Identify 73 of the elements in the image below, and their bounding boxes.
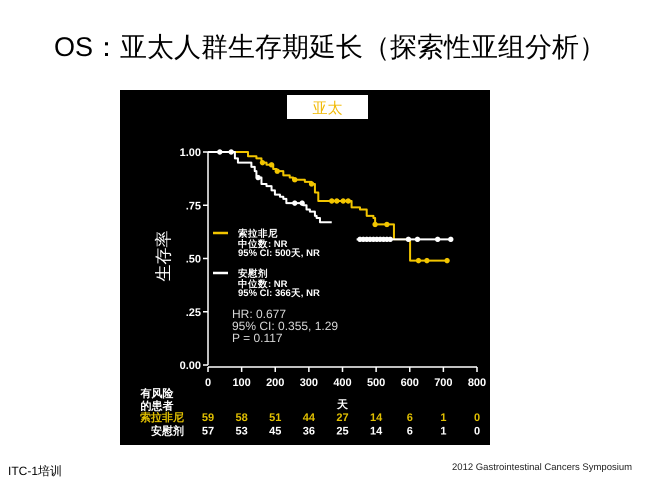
text: 1 — [440, 426, 446, 438]
point — [444, 258, 450, 264]
y-tick-label: .75 — [186, 200, 201, 212]
text: 1 — [440, 412, 446, 424]
point — [424, 258, 430, 264]
point — [448, 236, 454, 242]
point — [217, 149, 222, 155]
y-tick-label: 1.00 — [180, 147, 201, 159]
x-tick-label: 600 — [400, 377, 419, 389]
text: 有风险的患者 — [140, 387, 174, 412]
annotation: HR: 0.677 — [232, 307, 286, 321]
x-tick-label: 300 — [300, 377, 318, 389]
point — [329, 198, 334, 204]
text: 36 — [302, 426, 315, 438]
text: 58 — [236, 412, 248, 424]
x-tick-label: 200 — [266, 377, 284, 389]
annotation: 95% CI: 366天, NR — [238, 287, 320, 299]
x-tick-label: 100 — [232, 377, 251, 389]
text: 53 — [236, 426, 248, 438]
point — [406, 236, 412, 242]
text: 59 — [202, 412, 214, 424]
x-tick-label: 800 — [468, 377, 486, 389]
point — [434, 236, 440, 242]
point — [255, 174, 261, 180]
text: 44 — [302, 412, 316, 424]
text: 57 — [202, 426, 214, 438]
point — [274, 168, 280, 174]
y-tick-label: .50 — [186, 254, 201, 266]
legend-label: 索拉非尼 — [238, 228, 278, 240]
x-axis-title: 天 — [336, 399, 349, 411]
point — [384, 222, 390, 228]
x-tick-label: 500 — [366, 377, 386, 389]
text: 6 — [406, 412, 413, 424]
point — [260, 160, 266, 166]
legend-label: 安慰剂 — [151, 424, 184, 438]
point — [340, 198, 346, 204]
legend-label: 索拉非尼 — [140, 411, 184, 424]
annotation: P = 0.117 — [232, 331, 283, 345]
text: 2012 Gastrointestinal Cancers Symposium — [452, 462, 632, 473]
x-tick-label: 700 — [434, 377, 453, 389]
x-tick-label: 0 — [204, 377, 212, 389]
y-tick-label: .25 — [186, 306, 201, 319]
text: ITC-1培训 — [8, 464, 62, 478]
legend-label: 安慰剂 — [238, 268, 268, 280]
text: 14 — [370, 412, 384, 424]
text: 25 — [336, 426, 349, 438]
annotation: 中位数: NR — [238, 238, 288, 250]
point — [372, 222, 378, 228]
point — [346, 198, 351, 204]
point — [228, 149, 234, 155]
point — [268, 162, 274, 168]
chart-title: OS：亚太人群生存期延长（探索性亚组分析） — [54, 32, 606, 62]
annotation: 中位数: NR — [238, 278, 288, 290]
point — [308, 181, 314, 187]
text: 0 — [474, 426, 480, 438]
text: 6 — [406, 426, 413, 438]
point — [292, 200, 298, 206]
text: 27 — [336, 412, 349, 424]
annotation: 95% CI: 0.355, 1.29 — [232, 319, 338, 333]
point — [416, 258, 422, 264]
chart-subtitle: 亚太 — [312, 100, 342, 117]
text: 0 — [474, 412, 480, 424]
y-axis-title: 生存率 — [154, 230, 173, 282]
point — [292, 176, 298, 182]
text: 51 — [269, 412, 282, 424]
text: 45 — [269, 426, 282, 438]
point — [414, 236, 420, 242]
annotation: 95% CI: 500天, NR — [238, 247, 320, 259]
x-tick-label: 400 — [333, 377, 352, 389]
point — [299, 200, 305, 206]
text: 14 — [370, 426, 384, 438]
y-tick-label: 0.00 — [180, 360, 201, 372]
point — [334, 198, 340, 204]
